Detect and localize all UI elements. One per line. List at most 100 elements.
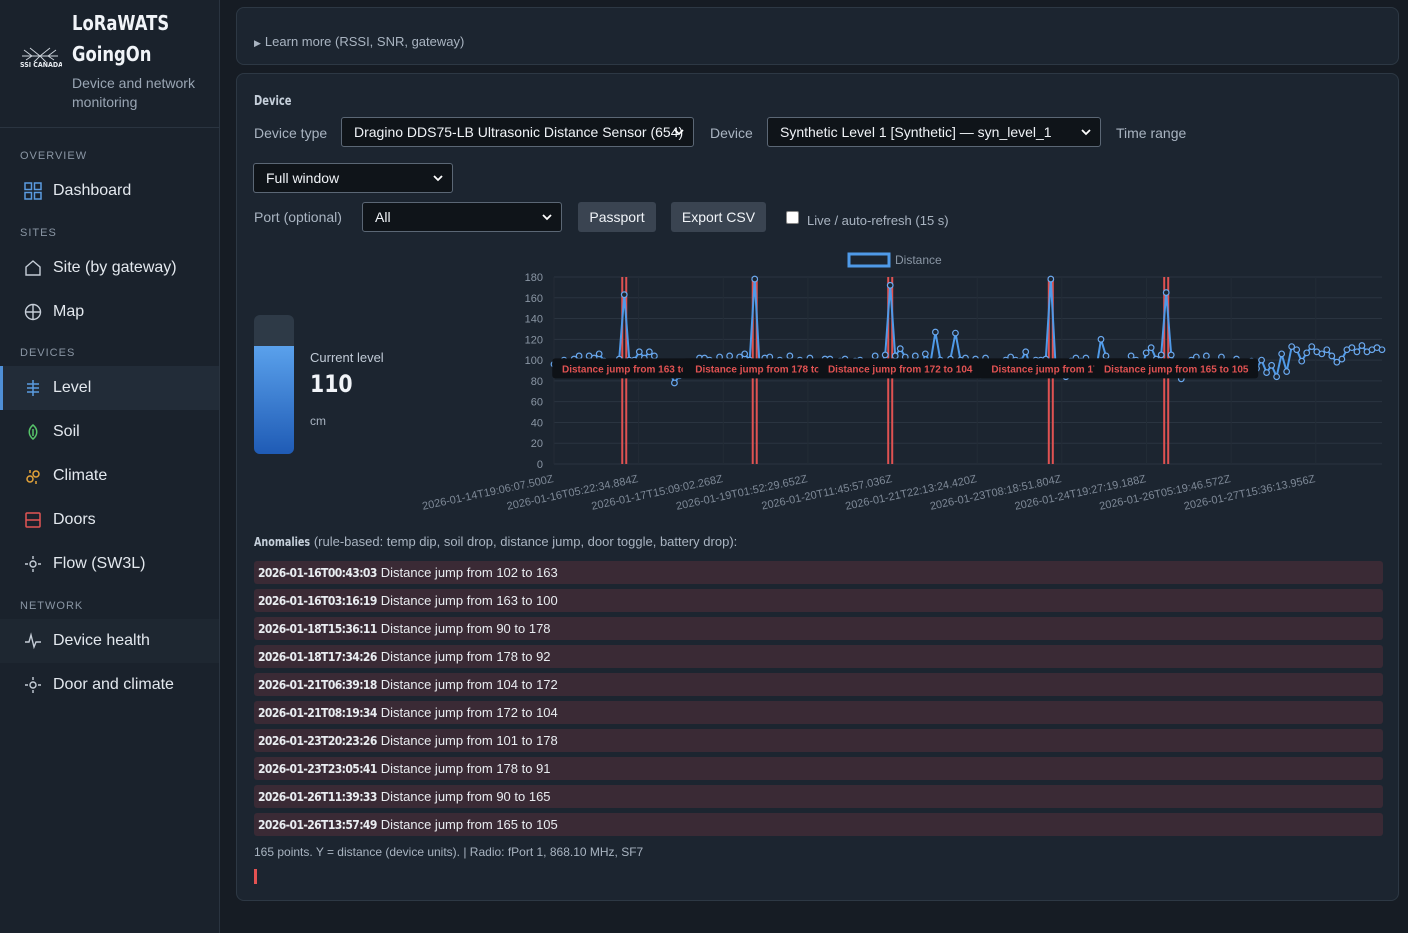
data-point (896, 345, 904, 353)
sidebar-item-level[interactable]: Level (0, 366, 219, 410)
sidebar-item-dashboard[interactable]: Dashboard (0, 169, 219, 213)
anomaly-row: 2026-01-23T23:05:41 Distance jump from 17… (254, 757, 1383, 780)
learn-more-toggle[interactable]: ▶ Learn more (RSSI, SNR, gateway) (254, 34, 464, 49)
anomaly-row: 2026-01-18T17:34:26 Distance jump from 17… (254, 645, 1383, 668)
anomaly-label: Distance jump from 172 to 104 (828, 364, 973, 375)
brand[interactable]: SSI CANADA LoRaWATS GoingOn Device and n… (0, 0, 219, 128)
data-point (595, 350, 603, 358)
data-point (1358, 342, 1366, 349)
data-point (891, 352, 899, 360)
data-point (741, 350, 749, 358)
globe-icon (23, 302, 43, 322)
anomaly-text: Distance jump from 90 to 178 (380, 621, 551, 636)
live-refresh-checkbox[interactable] (786, 211, 799, 224)
level-icon (23, 378, 43, 398)
data-point (1097, 335, 1105, 343)
y-tick-label: 180 (525, 272, 543, 284)
device-type-value: Dragino DDS75-LB Ultrasonic Distance Sen… (354, 124, 684, 140)
sidebar-item-soil[interactable]: Soil (0, 410, 219, 454)
anomaly-timestamp: 2026-01-21T08:19:34 (258, 705, 377, 720)
anomalies-heading-bold: Anomalies (254, 535, 311, 549)
climate-icon (23, 466, 43, 486)
data-point (1353, 348, 1361, 356)
app-title: LoRaWATS GoingOn (72, 8, 211, 70)
anomaly-row: 2026-01-23T20:23:26 Distance jump from 10… (254, 729, 1383, 752)
device-type-label: Device type (254, 125, 328, 141)
distance-chart: 0204060801001201401601802026-01-14T19:06… (421, 252, 1386, 513)
anomaly-text: Distance jump from 101 to 178 (380, 733, 558, 748)
data-point (1022, 348, 1030, 356)
port-label: Port (optional) (254, 209, 342, 225)
anomalies-heading: Anomalies (rule-based: temp dip, soil dr… (254, 534, 737, 549)
flow-icon (23, 554, 43, 574)
port-select[interactable]: All (362, 202, 562, 232)
sidebar: SSI CANADA LoRaWATS GoingOn Device and n… (0, 0, 220, 933)
data-point (886, 281, 894, 289)
sidebar-item-label: Site (by gateway) (53, 259, 177, 276)
sidebar-item-climate[interactable]: Climate (0, 454, 219, 498)
anomaly-row: 2026-01-18T15:36:11 Distance jump from 90… (254, 617, 1383, 640)
y-tick-label: 120 (525, 334, 543, 346)
soil-icon (23, 422, 43, 442)
data-point (1378, 346, 1386, 354)
legend-swatch (847, 252, 891, 268)
data-point (1263, 369, 1270, 376)
section-sites: SITES (20, 227, 57, 239)
app-title-line1: LoRaWATS (72, 11, 170, 35)
data-point (1273, 373, 1281, 381)
anomaly-timestamp: 2026-01-16T03:16:19 (258, 593, 377, 608)
device-select[interactable]: Synthetic Level 1 [Synthetic] — syn_leve… (767, 117, 1101, 147)
sidebar-item-label: Doors (53, 511, 96, 528)
data-point (1338, 355, 1346, 363)
chevron-down-icon (433, 175, 443, 182)
triangle-right-icon: ▶ (254, 38, 261, 48)
device-card: Device Device type Dragino DDS75-LB Ultr… (236, 73, 1399, 901)
current-level-label: Current level (310, 350, 384, 365)
data-point (1142, 349, 1150, 357)
anomaly-row: 2026-01-16T03:16:19 Distance jump from 16… (254, 589, 1383, 612)
y-tick-label: 20 (531, 438, 543, 450)
chart-footer: 165 points. Y = distance (device units).… (254, 845, 644, 859)
sidebar-item-label: Dashboard (53, 182, 132, 199)
data-point (1278, 350, 1286, 358)
section-network: NETWORK (20, 600, 84, 612)
level-gauge-fill (254, 345, 294, 454)
sidebar-item-site[interactable]: Site (by gateway) (0, 246, 219, 290)
data-point (871, 352, 879, 360)
anomaly-timestamp: 2026-01-18T15:36:11 (258, 621, 377, 636)
learn-more-card: ▶ Learn more (RSSI, SNR, gateway) (236, 7, 1399, 65)
sidebar-item-doors[interactable]: Doors (0, 498, 219, 542)
export-csv-button[interactable]: Export CSV (671, 202, 766, 232)
sidebar-item-door-climate[interactable]: Door and climate (0, 663, 219, 707)
anomaly-timestamp: 2026-01-23T20:23:26 (258, 733, 377, 748)
legend-label: Distance (895, 253, 942, 267)
anomaly-row: 2026-01-16T00:43:03 Distance jump from 10… (254, 561, 1383, 584)
status-marker (254, 869, 257, 884)
anomaly-label-box (818, 358, 983, 379)
time-range-label: Time range (1116, 125, 1187, 141)
anomaly-timestamp: 2026-01-26T11:39:33 (258, 789, 377, 804)
sidebar-item-device-health[interactable]: Device health (0, 619, 219, 663)
pulse-icon (23, 631, 43, 651)
data-point (671, 379, 678, 387)
sidebar-item-flow[interactable]: Flow (SW3L) (0, 542, 219, 586)
sidebar-item-label: Door and climate (53, 676, 174, 693)
anomaly-label-box (1094, 358, 1259, 379)
data-point (1268, 361, 1275, 369)
y-tick-label: 40 (531, 417, 543, 429)
sidebar-item-label: Device health (53, 632, 150, 649)
data-point (1202, 352, 1210, 360)
device-type-select[interactable]: Dragino DDS75-LB Ultrasonic Distance Sen… (341, 117, 694, 147)
y-tick-label: 0 (537, 459, 543, 471)
y-tick-label: 60 (531, 397, 543, 409)
data-point (645, 348, 653, 356)
data-point (1102, 352, 1110, 360)
data-point (1147, 344, 1155, 352)
data-point (1333, 358, 1341, 366)
data-point (575, 352, 583, 360)
time-range-select[interactable]: Full window (253, 163, 453, 193)
data-point (620, 291, 628, 299)
passport-button[interactable]: Passport (578, 202, 656, 232)
sidebar-item-map[interactable]: Map (0, 290, 219, 334)
anomaly-row: 2026-01-26T13:57:49 Distance jump from 16… (254, 813, 1383, 836)
